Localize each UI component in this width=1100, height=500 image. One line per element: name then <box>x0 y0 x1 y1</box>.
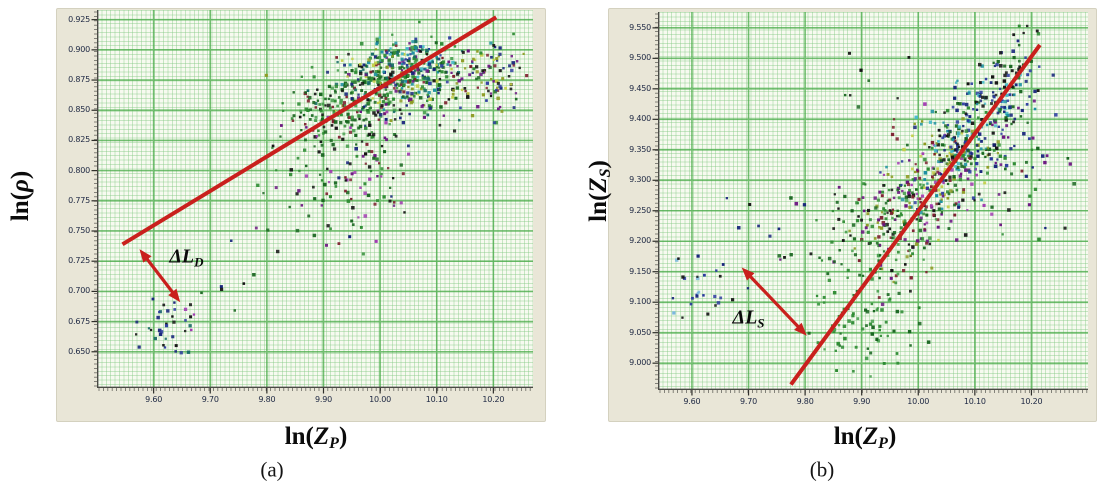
y-tick-label: 0.900 <box>68 44 90 54</box>
y-tick-label: 0.700 <box>68 286 90 296</box>
y-axis-label-b-var: Z <box>585 177 612 193</box>
annot-a-sub: D <box>194 254 204 270</box>
y-tick-label: 9.350 <box>629 144 651 154</box>
major-ticks <box>652 27 1033 396</box>
y-axis-label-b-pre: ln( <box>585 192 612 222</box>
y-tick-label: 9.000 <box>629 358 651 368</box>
annot-b-pre: Δ <box>732 306 746 329</box>
y-axis-label-a-var: ρ <box>7 179 34 193</box>
y-tick-label: 0.850 <box>68 105 90 115</box>
x-tick-label: 9.70 <box>740 397 758 406</box>
x-tick-label: 10.20 <box>1020 397 1043 406</box>
x-axis-label-b: ln(ZP) <box>834 423 897 453</box>
y-tick-label: 0.825 <box>68 135 90 145</box>
y-tick-label: 9.200 <box>629 236 651 246</box>
y-tick-label: 0.725 <box>68 256 90 266</box>
x-tick-label: 9.60 <box>683 397 701 406</box>
x-tick-label: 9.60 <box>145 395 163 404</box>
scatter-points <box>135 20 529 355</box>
minor-tick-comb <box>94 11 531 391</box>
minor-tick-comb <box>655 13 1088 393</box>
grid-major-lines <box>97 10 533 388</box>
delta-ld-annotation-label: ΔLD <box>169 245 203 270</box>
x-tick-label: 9.80 <box>258 395 276 404</box>
trend-line-a <box>121 15 498 246</box>
y-axis-label-b-post: ) <box>585 160 612 169</box>
axis-lines <box>657 12 1088 390</box>
x-tick-label: 9.90 <box>314 395 332 404</box>
axis-lines <box>96 10 533 388</box>
chart-canvas-a <box>91 10 533 394</box>
x-axis-label-a-post: ) <box>338 423 348 450</box>
y-tick-label: 0.750 <box>68 226 90 235</box>
major-ticks <box>91 19 494 394</box>
x-axis-label-a: ln(ZP) <box>285 423 348 453</box>
x-axis-label-a-pre: ln( <box>284 423 314 450</box>
y-tick-label: 9.300 <box>629 175 651 185</box>
x-axis-label-b-post: ) <box>887 423 897 450</box>
chart-canvas-b <box>652 12 1088 396</box>
annot-b-sub: S <box>757 315 765 331</box>
caption-b: (b) <box>809 457 835 482</box>
y-tick-label: 9.100 <box>629 297 651 307</box>
x-tick-label: 10.10 <box>425 395 448 404</box>
y-tick-label: 0.800 <box>68 165 90 175</box>
annot-b-var: L <box>745 306 758 329</box>
y-axis-label-a: ln(ρ) <box>7 171 37 221</box>
x-tick-label: 9.80 <box>796 397 814 406</box>
x-axis-label-b-sub: P <box>878 435 888 452</box>
y-tick-label: 9.500 <box>629 53 651 63</box>
y-tick-label: 0.650 <box>68 346 90 356</box>
y-tick-label: 0.875 <box>68 75 90 85</box>
y-tick-label: 0.775 <box>68 195 90 205</box>
grid-major-lines <box>658 12 1088 390</box>
annot-a-var: L <box>181 245 195 268</box>
x-axis-label-b-pre: ln( <box>833 423 863 450</box>
plot-area-a <box>91 10 533 394</box>
delta-ls-annotation-label: ΔLS <box>733 306 765 331</box>
x-tick-label: 10.00 <box>369 395 392 404</box>
y-tick-label: 9.450 <box>629 83 651 93</box>
y-axis-label-b: ln(ZS) <box>585 160 615 222</box>
x-tick-label: 10.20 <box>482 395 505 404</box>
plot-area-b <box>652 12 1088 396</box>
y-axis-label-a-pre: ln( <box>7 192 34 222</box>
y-tick-label: 9.550 <box>629 22 651 32</box>
y-axis-label-a-post: ) <box>7 170 34 180</box>
y-tick-label: 9.150 <box>629 266 651 276</box>
x-tick-label: 10.10 <box>963 397 986 406</box>
y-tick-label: 9.050 <box>629 327 651 337</box>
caption-a: (a) <box>260 457 284 482</box>
y-axis-label-b-sub: S <box>597 168 614 178</box>
trend-line-b <box>789 43 1042 386</box>
y-tick-label: 0.675 <box>68 316 90 326</box>
y-tick-label: 9.400 <box>629 114 651 124</box>
x-axis-label-a-sub: P <box>329 435 339 452</box>
x-tick-label: 10.00 <box>907 397 930 406</box>
y-tick-label: 0.925 <box>68 14 90 24</box>
annot-a-pre: Δ <box>169 245 182 268</box>
x-tick-label: 9.90 <box>853 397 871 406</box>
y-tick-label: 9.250 <box>629 205 651 215</box>
x-tick-label: 9.70 <box>201 395 219 404</box>
x-axis-label-b-var: Z <box>862 423 879 450</box>
x-axis-label-a-var: Z <box>313 423 330 450</box>
